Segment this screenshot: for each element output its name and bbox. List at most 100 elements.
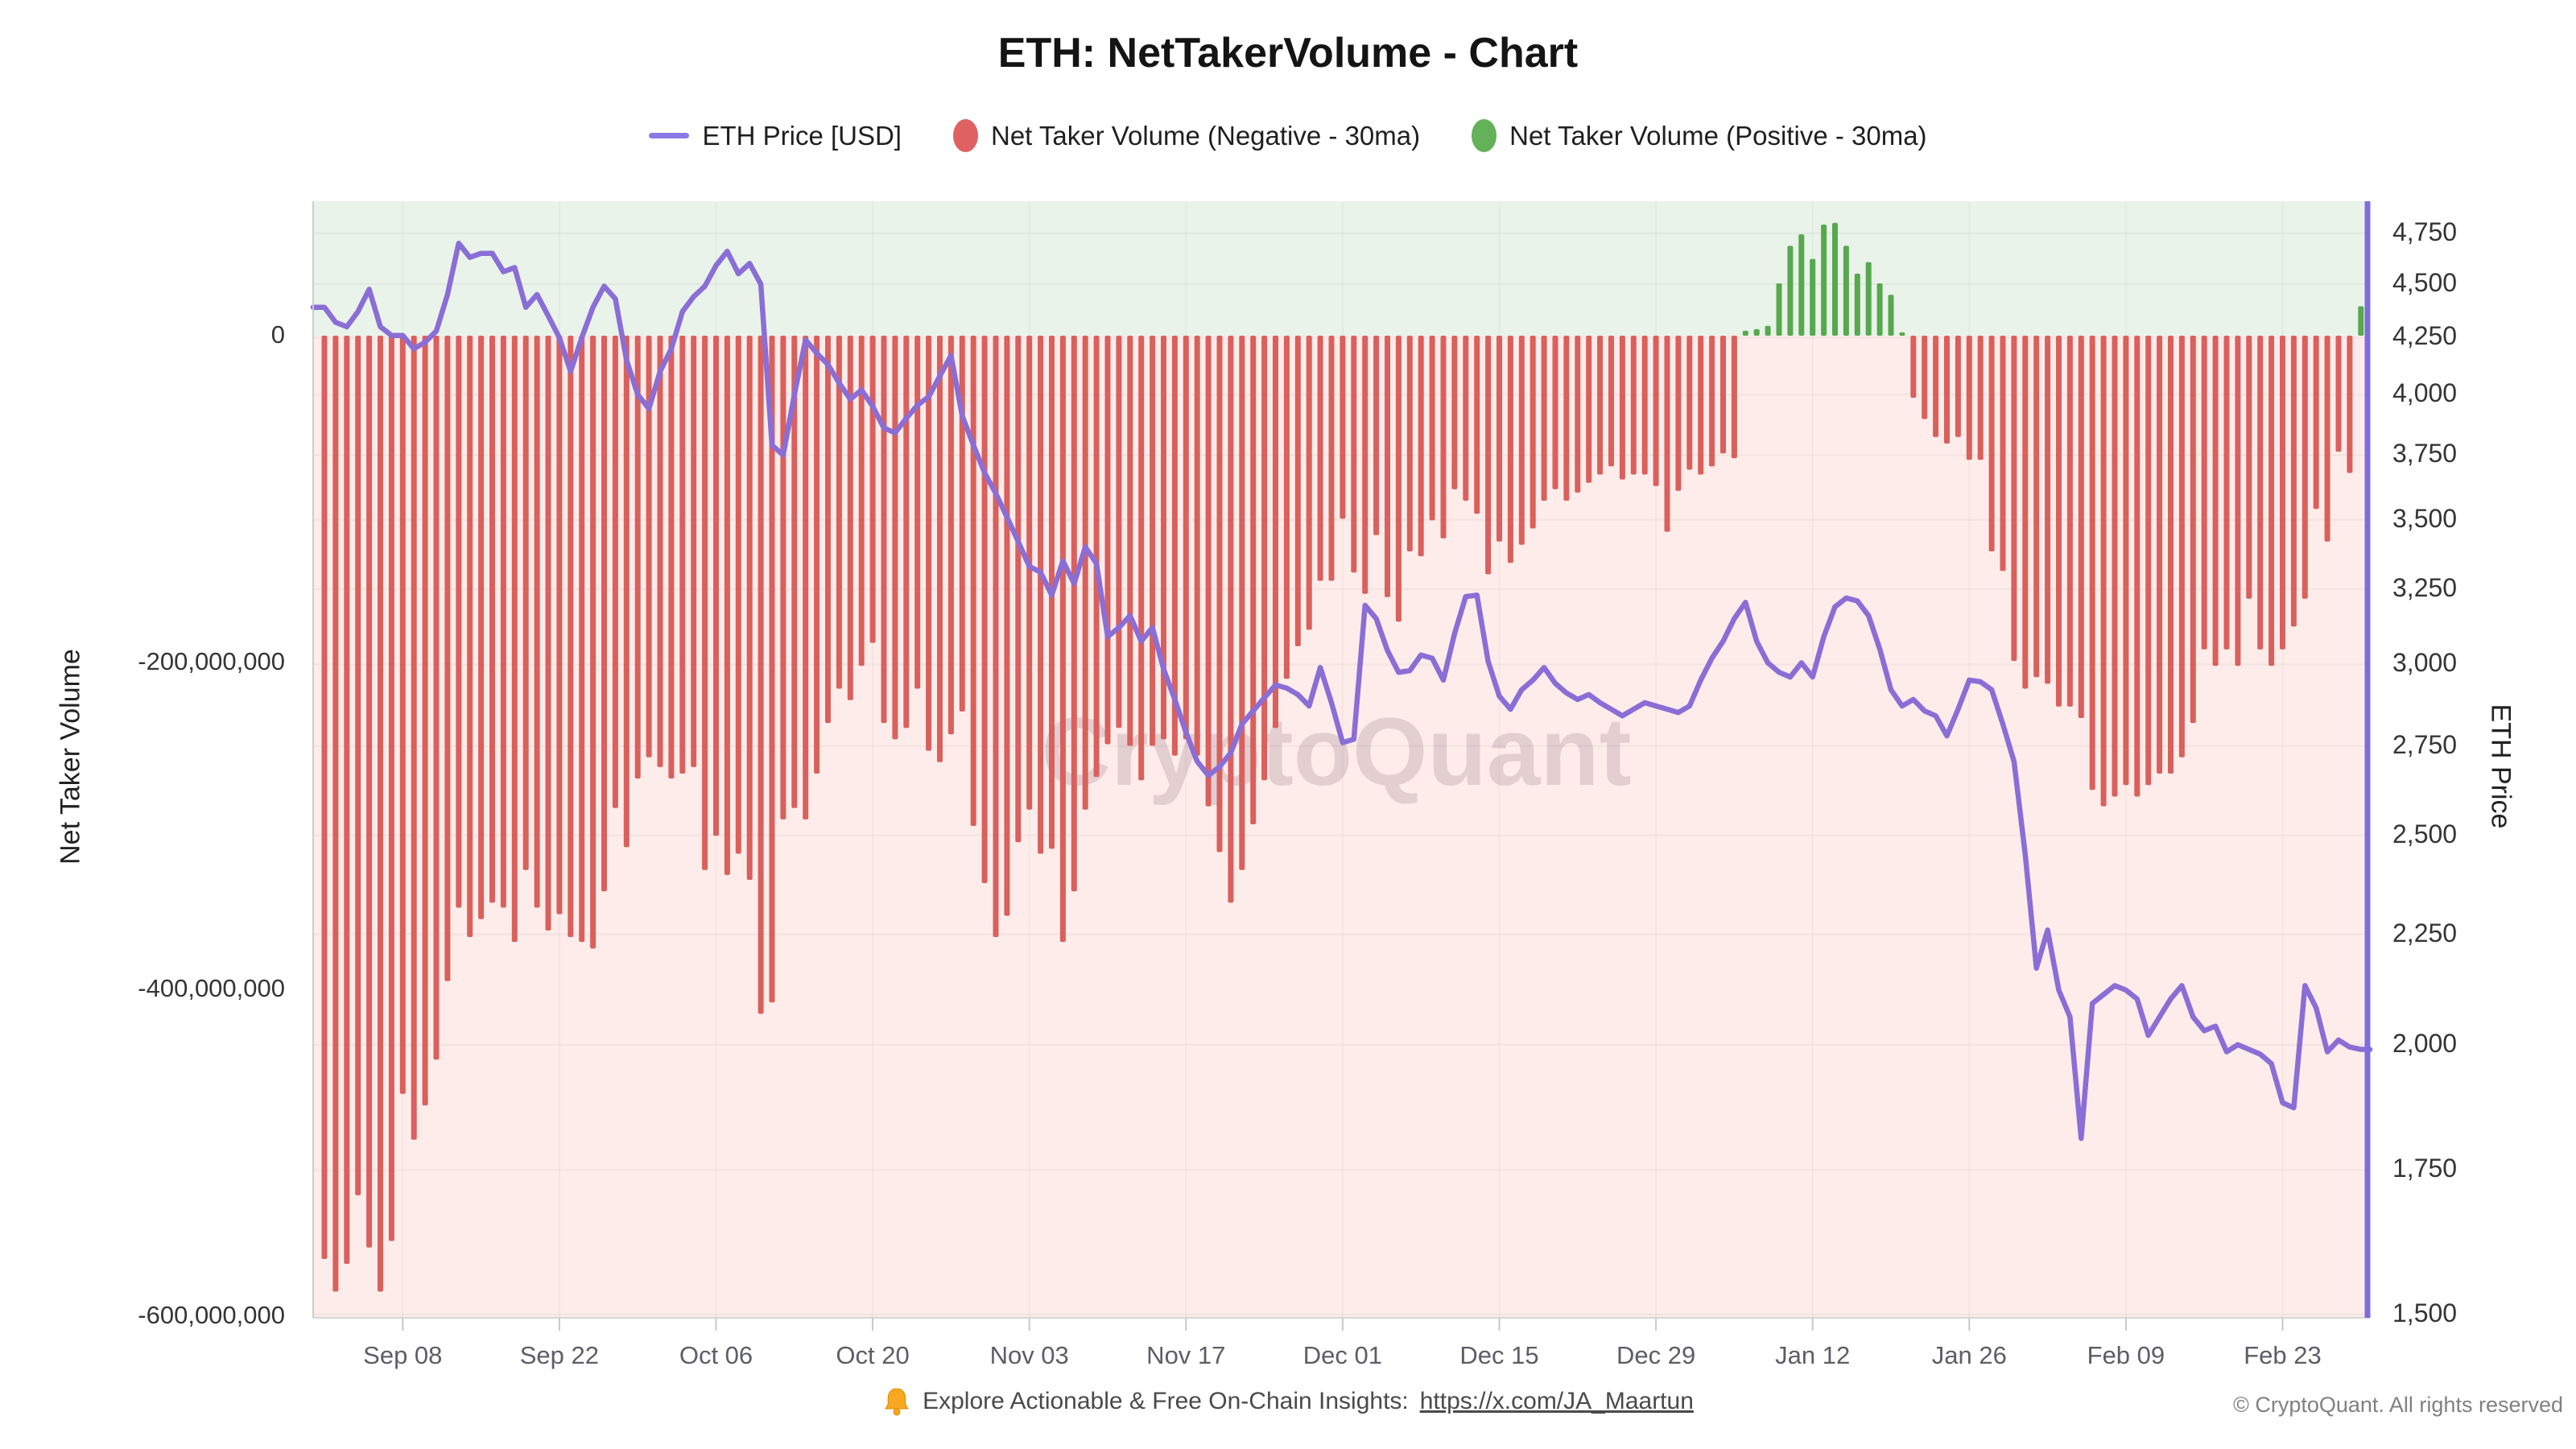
net-taker-volume-positive-bar[interactable] [1832,222,1838,336]
net-taker-volume-negative-bar[interactable] [2257,336,2264,650]
net-taker-volume-negative-bar[interactable] [456,336,462,908]
net-taker-volume-negative-bar[interactable] [534,336,540,908]
net-taker-volume-negative-bar[interactable] [1395,336,1402,622]
net-taker-volume-negative-bar[interactable] [422,336,428,1106]
net-taker-volume-negative-bar[interactable] [2235,336,2241,667]
net-taker-volume-positive-bar[interactable] [2358,306,2364,336]
net-taker-volume-negative-bar[interactable] [1608,336,1614,467]
net-taker-volume-negative-bar[interactable] [993,336,999,937]
net-taker-volume-negative-bar[interactable] [2000,336,2006,572]
net-taker-volume-negative-bar[interactable] [1250,336,1257,824]
net-taker-volume-positive-bar[interactable] [1742,330,1748,336]
net-taker-volume-negative-bar[interactable] [1731,336,1737,459]
net-taker-volume-negative-bar[interactable] [1104,336,1111,745]
net-taker-volume-negative-bar[interactable] [2056,336,2062,707]
net-taker-volume-positive-bar[interactable] [1765,325,1771,336]
net-taker-volume-negative-bar[interactable] [1630,336,1637,475]
net-taker-volume-negative-bar[interactable] [1933,336,1939,437]
net-taker-volume-negative-bar[interactable] [1910,336,1917,398]
net-taker-volume-negative-bar[interactable] [1362,336,1368,594]
net-taker-volume-positive-bar[interactable] [1876,283,1883,336]
net-taker-volume-negative-bar[interactable] [1922,336,1928,419]
net-taker-volume-negative-bar[interactable] [1988,336,1995,551]
net-taker-volume-negative-bar[interactable] [2190,336,2196,724]
net-taker-volume-negative-bar[interactable] [1977,336,1984,460]
net-taker-volume-negative-bar[interactable] [344,336,350,1264]
net-taker-volume-negative-bar[interactable] [1385,336,1390,597]
net-taker-volume-negative-bar[interactable] [556,336,563,914]
net-taker-volume-negative-bar[interactable] [2324,336,2330,542]
net-taker-volume-positive-bar[interactable] [1810,258,1816,336]
net-taker-volume-negative-bar[interactable] [634,336,641,779]
net-taker-volume-negative-bar[interactable] [579,336,585,943]
net-taker-volume-negative-bar[interactable] [1530,336,1536,529]
net-taker-volume-negative-bar[interactable] [1485,336,1492,575]
net-taker-volume-negative-bar[interactable] [713,336,719,836]
net-taker-volume-negative-bar[interactable] [691,336,697,767]
net-taker-volume-negative-bar[interactable] [1507,336,1513,564]
net-taker-volume-negative-bar[interactable] [545,336,551,931]
net-taker-volume-negative-bar[interactable] [803,336,809,819]
net-taker-volume-negative-bar[interactable] [2335,336,2342,452]
net-taker-volume-negative-bar[interactable] [399,336,406,1094]
net-taker-volume-negative-bar[interactable] [1496,336,1502,542]
net-taker-volume-negative-bar[interactable] [1194,336,1200,756]
net-taker-volume-negative-bar[interactable] [1038,336,1044,854]
net-taker-volume-negative-bar[interactable] [444,336,451,981]
net-taker-volume-negative-bar[interactable] [1306,336,1312,630]
net-taker-volume-negative-bar[interactable] [2078,336,2084,718]
net-taker-volume-negative-bar[interactable] [836,336,842,689]
net-taker-volume-negative-bar[interactable] [1283,336,1290,679]
net-taker-volume-negative-bar[interactable] [1071,336,1077,892]
net-taker-volume-negative-bar[interactable] [1261,336,1268,781]
net-taker-volume-negative-bar[interactable] [1709,336,1715,467]
net-taker-volume-negative-bar[interactable] [1317,336,1323,581]
net-taker-volume-negative-bar[interactable] [366,336,373,1248]
legend-item-negative-volume[interactable]: Net Taker Volume (Negative - 30ma) [952,119,1420,152]
net-taker-volume-negative-bar[interactable] [2268,336,2275,667]
net-taker-volume-negative-bar[interactable] [388,336,394,1241]
net-taker-volume-negative-bar[interactable] [847,336,853,700]
net-taker-volume-negative-bar[interactable] [321,336,328,1259]
net-taker-volume-negative-bar[interactable] [959,336,965,712]
net-taker-volume-negative-bar[interactable] [1228,336,1234,903]
net-taker-volume-negative-bar[interactable] [1653,336,1659,486]
net-taker-volume-negative-bar[interactable] [892,336,898,740]
net-taker-volume-negative-bar[interactable] [1597,336,1604,475]
net-taker-volume-negative-bar[interactable] [981,336,988,883]
net-taker-volume-negative-bar[interactable] [1406,336,1413,551]
net-taker-volume-negative-bar[interactable] [1474,336,1480,514]
net-taker-volume-negative-bar[interactable] [791,336,798,808]
net-taker-volume-positive-bar[interactable] [1776,283,1782,336]
net-taker-volume-negative-bar[interactable] [1127,336,1133,746]
footer-link[interactable]: https://x.com/JA_Maartun [1419,1388,1694,1414]
net-taker-volume-negative-bar[interactable] [1451,336,1458,489]
net-taker-volume-negative-bar[interactable] [2022,336,2029,689]
net-taker-volume-negative-bar[interactable] [1294,336,1301,646]
net-taker-volume-positive-bar[interactable] [1899,332,1905,336]
net-taker-volume-negative-bar[interactable] [780,336,786,819]
net-taker-volume-negative-bar[interactable] [947,336,954,735]
net-taker-volume-negative-bar[interactable] [735,336,741,854]
net-taker-volume-negative-bar[interactable] [646,336,652,758]
net-taker-volume-negative-bar[interactable] [2301,336,2308,599]
net-taker-volume-negative-bar[interactable] [522,336,529,870]
net-taker-volume-negative-bar[interactable] [1004,336,1010,916]
net-taker-volume-negative-bar[interactable] [2246,336,2252,599]
net-taker-volume-negative-bar[interactable] [1429,336,1435,521]
net-taker-volume-negative-bar[interactable] [1026,336,1033,810]
net-taker-volume-negative-bar[interactable] [1720,336,1726,454]
net-taker-volume-negative-bar[interactable] [758,336,764,1014]
net-taker-volume-negative-bar[interactable] [332,336,339,1292]
net-taker-volume-negative-bar[interactable] [1463,336,1469,501]
net-taker-volume-negative-bar[interactable] [601,336,607,892]
net-taker-volume-negative-bar[interactable] [1171,336,1178,756]
net-taker-volume-negative-bar[interactable] [2066,336,2073,707]
net-taker-volume-negative-bar[interactable] [511,336,518,943]
net-taker-volume-negative-bar[interactable] [2089,336,2095,791]
net-taker-volume-negative-bar[interactable] [1373,336,1380,535]
net-taker-volume-negative-bar[interactable] [2123,336,2129,786]
net-taker-volume-negative-bar[interactable] [1675,336,1682,491]
net-taker-volume-negative-bar[interactable] [1575,336,1581,493]
net-taker-volume-negative-bar[interactable] [1698,336,1704,475]
